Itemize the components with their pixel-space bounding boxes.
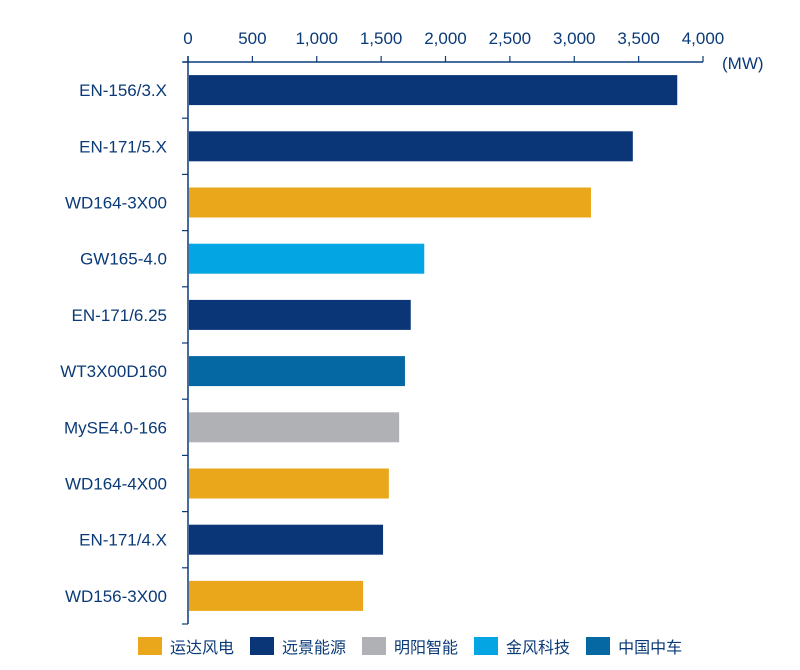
x-tick-label: 2,500 bbox=[489, 29, 532, 48]
x-tick-label: 1,500 bbox=[360, 29, 403, 48]
legend-label: 金风科技 bbox=[506, 638, 571, 657]
legend-label: 远景能源 bbox=[282, 638, 347, 657]
bar bbox=[189, 187, 591, 218]
bars: EN-156/3.X EN-171/5.X WD164-3X00 GW165-4.0 E… bbox=[60, 75, 678, 611]
bar bbox=[189, 412, 400, 443]
x-tick-label: 4,000 bbox=[682, 29, 725, 48]
legend-swatch bbox=[250, 637, 275, 655]
bar bbox=[189, 524, 384, 555]
category-label: WT3X00D160 bbox=[60, 362, 167, 381]
bar bbox=[189, 356, 405, 387]
category-label: WD156-3X00 bbox=[65, 587, 167, 606]
x-tick-label: 1,000 bbox=[295, 29, 338, 48]
category-label: EN-171/4.X bbox=[79, 531, 167, 550]
x-tick-label: 500 bbox=[238, 29, 266, 48]
category-label: WD164-3X00 bbox=[65, 194, 167, 213]
x-axis: 0 500 1,000 1,500 2,000 2,500 3,000 3,500 4,000 bbox=[183, 29, 725, 63]
bar bbox=[189, 243, 425, 274]
legend-label: 运达风电 bbox=[170, 638, 235, 657]
category-label: WD164-4X00 bbox=[65, 475, 167, 494]
bar bbox=[189, 299, 411, 330]
x-tick-label: 2,000 bbox=[424, 29, 467, 48]
category-label: EN-171/6.25 bbox=[72, 306, 167, 325]
bar bbox=[189, 468, 389, 499]
legend: 运达风电 远景能源 明阳智能 金风科技 中国中车 bbox=[138, 632, 698, 660]
legend-swatch bbox=[586, 637, 611, 655]
y-axis bbox=[182, 56, 189, 625]
bar bbox=[189, 131, 633, 162]
bar bbox=[189, 580, 364, 611]
legend-item: 中国中车 bbox=[586, 634, 682, 658]
x-tick-label: 3,500 bbox=[617, 29, 660, 48]
legend-item: 明阳智能 bbox=[362, 634, 458, 658]
legend-label: 明阳智能 bbox=[394, 638, 459, 657]
x-tick-label: 3,000 bbox=[553, 29, 596, 48]
legend-item: 运达风电 bbox=[138, 634, 234, 658]
bar bbox=[189, 75, 678, 106]
legend-swatch bbox=[474, 637, 499, 655]
x-tick-label: 0 bbox=[183, 29, 192, 48]
category-label: GW165-4.0 bbox=[80, 250, 167, 269]
category-label: EN-171/5.X bbox=[79, 137, 167, 156]
category-label: EN-156/3.X bbox=[79, 81, 167, 100]
legend-swatch bbox=[362, 637, 387, 655]
legend-label: 中国中车 bbox=[618, 638, 683, 657]
category-label: MySE4.0-166 bbox=[64, 418, 167, 437]
legend-item: 金风科技 bbox=[474, 634, 570, 658]
bar-chart: 0 500 1,000 1,500 2,000 2,500 3,000 3,500 4,000 … bbox=[60, 29, 764, 625]
legend-swatch bbox=[138, 637, 162, 655]
x-axis-unit-label: (MW) bbox=[722, 54, 764, 73]
legend-item: 远景能源 bbox=[250, 634, 346, 658]
